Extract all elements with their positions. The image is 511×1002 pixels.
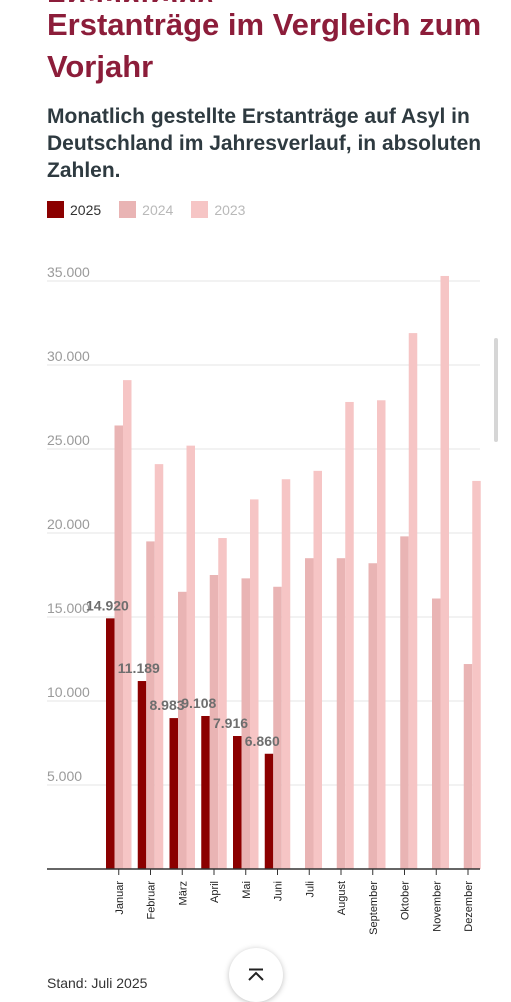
bar-2024-november xyxy=(432,598,441,869)
bar-2023-august xyxy=(345,401,354,869)
bar-2024-oktober xyxy=(400,536,409,869)
bar-2024-januar xyxy=(114,425,123,869)
bar-2024-mai xyxy=(241,578,250,869)
legend-item-2023[interactable]: 2023 xyxy=(191,201,245,218)
data-label-2025-juni: 6.860 xyxy=(245,733,280,749)
footer-source: Stand: Juli 2025 xyxy=(47,975,148,991)
bar-2023-juli xyxy=(313,470,322,869)
data-label-2025-märz: 8.983 xyxy=(150,697,185,713)
bar-2023-september xyxy=(377,400,386,869)
x-tick-label-august: August xyxy=(336,881,348,915)
x-tick-label-juni: Juni xyxy=(273,881,285,901)
scrollbar[interactable] xyxy=(494,338,498,442)
x-tick-label-januar: Januar xyxy=(114,881,126,915)
x-tick-label-februar: Februar xyxy=(146,881,158,920)
x-tick-label-april: April xyxy=(209,881,221,903)
x-tick-label-juli: Juli xyxy=(304,881,316,898)
bar-2024-juli xyxy=(305,558,314,869)
data-label-2025-januar: 14.920 xyxy=(86,597,129,613)
legend-swatch-2025 xyxy=(47,201,64,218)
x-tick-label-mai: Mai xyxy=(241,881,253,899)
bar-2024-dezember xyxy=(463,664,473,869)
y-tick-label: 30.000 xyxy=(47,348,90,364)
legend-label-2025: 2025 xyxy=(70,201,102,218)
bar-2023-märz xyxy=(186,445,195,869)
bar-2025-mai xyxy=(233,736,242,869)
data-label-2025-februar: 11.189 xyxy=(118,660,160,676)
bar-2023-april xyxy=(218,538,227,869)
bar-2023-juni xyxy=(281,479,291,869)
x-tick-label-märz: März xyxy=(177,881,189,905)
bar-2024-februar xyxy=(146,541,155,869)
legend-item-2025[interactable]: 2025 xyxy=(47,201,101,218)
bar-2023-mai xyxy=(250,499,259,869)
y-tick-label: 35.000 xyxy=(47,264,90,280)
x-tick-label-dezember: Dezember xyxy=(463,881,475,932)
x-tick-label-november: November xyxy=(431,881,443,932)
data-label-2025-mai: 7.916 xyxy=(213,715,248,731)
cut-off-heading-text: Erstanträge xyxy=(47,0,214,2)
y-tick-label: 25.000 xyxy=(47,432,90,448)
bar-2024-august xyxy=(336,558,346,869)
chart-title: Erstanträge im Vergleich zum Vorjahr xyxy=(47,7,482,84)
y-tick-label: 20.000 xyxy=(47,516,90,532)
scroll-to-top-button[interactable] xyxy=(229,948,283,1002)
bar-2024-märz xyxy=(178,591,187,869)
bar-2023-oktober xyxy=(408,333,418,869)
bar-chart: 35.000 30.000 25.000 20.000 15.000 10.000 5.00… xyxy=(47,264,481,935)
bar-2023-dezember xyxy=(472,480,481,869)
bar-2023-januar xyxy=(123,380,132,869)
legend-item-2024[interactable]: 2024 xyxy=(119,201,173,218)
legend-swatch-2023 xyxy=(191,201,209,218)
bar-2024-juni xyxy=(273,586,282,869)
bar-2024-september xyxy=(368,563,377,869)
chart-subtitle: Monatlich gestellte Erstanträge auf Asyl… xyxy=(47,105,482,182)
x-tick-label-oktober: Oktober xyxy=(400,881,412,920)
data-label-2025-april: 9.108 xyxy=(181,695,216,711)
legend-label-2023: 2023 xyxy=(214,201,246,218)
bar-2025-april xyxy=(201,715,210,869)
x-tick-label-september: September xyxy=(368,881,380,935)
legend-label-2024: 2024 xyxy=(142,201,174,218)
bar-2025-januar xyxy=(106,618,115,869)
y-tick-label: 15.000 xyxy=(47,600,90,616)
bar-2023-november xyxy=(440,275,449,870)
bar-2025-juni xyxy=(264,753,274,869)
bar-2024-april xyxy=(209,575,219,869)
bar-2025-februar xyxy=(137,681,147,869)
bar-2025-märz xyxy=(169,718,178,869)
cut-off-heading: Erstanträge xyxy=(47,0,467,2)
y-tick-label: 5.000 xyxy=(47,768,82,784)
chevron-up-icon xyxy=(248,968,264,981)
legend-swatch-2024 xyxy=(119,201,137,218)
y-tick-label: 10.000 xyxy=(47,684,90,700)
bar-2023-februar xyxy=(154,464,164,869)
legend: 2025 2024 2023 xyxy=(47,201,245,218)
